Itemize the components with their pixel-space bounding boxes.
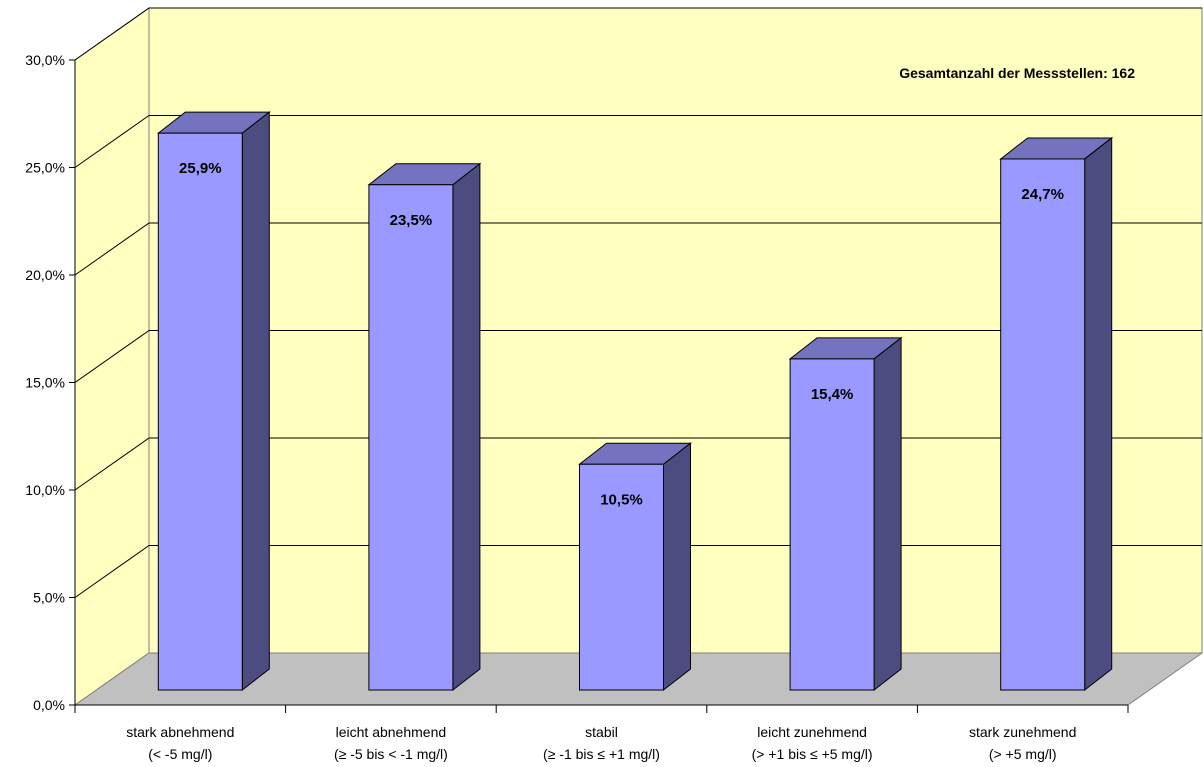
y-tick-label-1: 5,0% — [33, 590, 65, 606]
total-count-annotation: Gesamtanzahl der Messstellen: 162 — [899, 65, 1135, 81]
category-label-3: leicht zunehmend — [757, 724, 867, 740]
bar-side-2 — [663, 442, 691, 692]
category-sublabel-2: (≥ -1 bis ≤ +1 mg/l) — [543, 746, 660, 762]
gridline-5 — [74, 115, 1202, 168]
bar-side-1 — [452, 162, 481, 692]
category-sublabel-0: (< -5 mg/l) — [148, 746, 212, 762]
category-label-4: stark zunehmend — [969, 724, 1076, 740]
axes — [69, 59, 1129, 713]
y-tick-labels: 0,0% 5,0% 10,0% 15,0% 20,0% 25,0% 30,0% — [25, 52, 65, 713]
y-tick-label-2: 10,0% — [25, 482, 65, 498]
category-sublabel-4: (> +5 mg/l) — [989, 746, 1057, 762]
data-label-1: 23,5% — [390, 212, 433, 229]
y-tick-label-0: 0,0% — [33, 697, 65, 713]
bar-2: 10,5% — [578, 442, 692, 692]
bar-0: 25,9% — [156, 111, 271, 692]
data-label-3: 15,4% — [811, 386, 854, 403]
data-label-2: 10,5% — [600, 491, 643, 508]
y-tick-label-6: 30,0% — [25, 52, 65, 68]
data-label-4: 24,7% — [1021, 186, 1064, 203]
data-label-0: 25,9% — [179, 160, 222, 177]
bar-side-0 — [241, 111, 270, 692]
bar-3: 15,4% — [788, 336, 903, 692]
bar-4: 24,7% — [999, 136, 1114, 692]
bar-side-4 — [1084, 136, 1113, 692]
gridline-4 — [74, 222, 1202, 276]
bar-front-3 — [789, 358, 875, 691]
bar-front-4 — [1000, 158, 1086, 691]
bar-side-3 — [873, 336, 902, 692]
bar-1: 23,5% — [367, 162, 482, 692]
category-labels: stark abnehmend (< -5 mg/l) leicht abnehme… — [126, 724, 1076, 762]
y-tick-label-4: 20,0% — [25, 267, 65, 283]
category-label-1: leicht abnehmend — [336, 724, 447, 740]
bar-front-0 — [157, 132, 243, 691]
category-sublabel-3: (> +1 bis ≤ +5 mg/l) — [752, 746, 873, 762]
y-tick-label-5: 25,0% — [25, 160, 65, 176]
bar-front-2 — [579, 463, 664, 691]
category-label-0: stark abnehmend — [126, 724, 234, 740]
category-sublabel-1: (≥ -5 bis < -1 mg/l) — [334, 746, 448, 762]
bar-front-1 — [368, 184, 454, 691]
category-label-2: stabil — [585, 724, 618, 740]
bars: 25,9% 23,5% 10,5% 15,4% 24,7% — [156, 111, 1114, 692]
gridline-6 — [74, 7, 1202, 61]
y-tick-label-3: 15,0% — [25, 375, 65, 391]
gridline-3 — [74, 330, 1202, 383]
